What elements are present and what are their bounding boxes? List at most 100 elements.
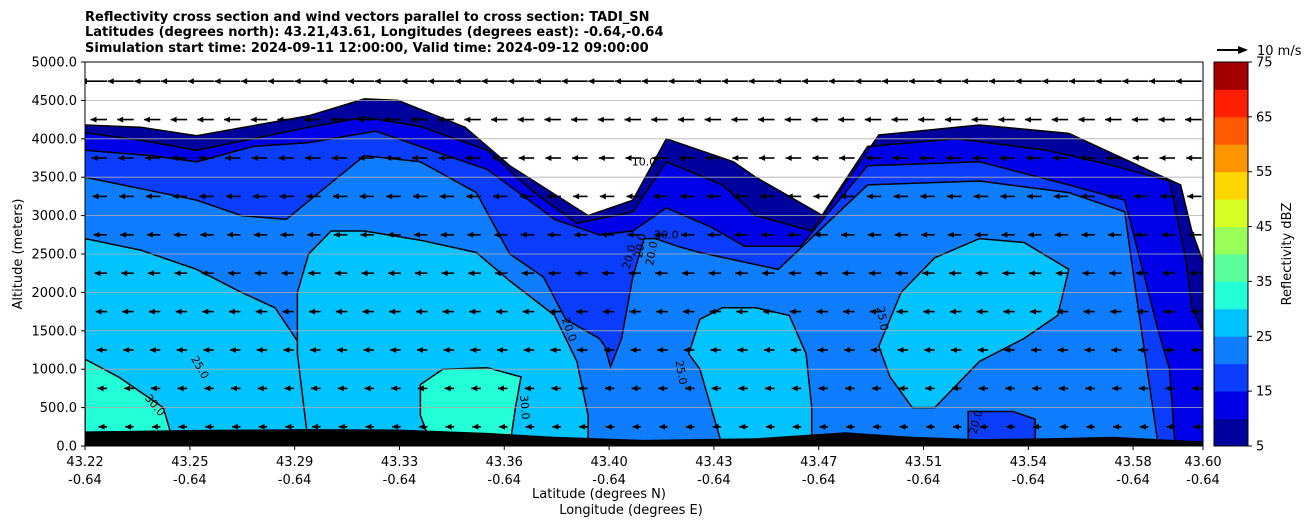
- wind-vector-head: [519, 193, 526, 200]
- x-tick-label-lon: -0.64: [278, 473, 312, 488]
- wind-vector-head: [758, 116, 764, 123]
- wind-vector-head: [677, 116, 684, 123]
- wind-vector-head: [1029, 270, 1035, 277]
- wind-vector-head: [518, 155, 525, 161]
- x-tick-label-lat: 43.43: [695, 455, 732, 470]
- wind-vector-head: [143, 116, 150, 123]
- wind-vector-head: [892, 155, 899, 161]
- wind-vector-head: [499, 423, 505, 430]
- wind-vector-head: [1051, 116, 1058, 123]
- wind-vector-head: [629, 308, 636, 315]
- wind-vector-head: [173, 231, 180, 238]
- wind-vector-head: [1004, 347, 1011, 353]
- y-tick-label: 0.0: [56, 440, 77, 455]
- wind-vector-head: [412, 193, 419, 200]
- wind-vector-head: [651, 116, 658, 123]
- terrain: [85, 429, 1203, 446]
- wind-vector-head: [358, 155, 365, 161]
- wind-vector-head: [765, 385, 771, 392]
- wind-vector-head: [147, 270, 154, 277]
- wind-vector-head: [1108, 231, 1115, 238]
- wind-vector-head: [1055, 270, 1062, 277]
- wind-vector-head: [390, 347, 397, 353]
- wind-vector-head: [679, 193, 686, 200]
- wind-vector-head: [363, 347, 370, 353]
- contour-labels: 10.020.020.020.020.020.025.0 25.025.030.0…: [142, 156, 986, 436]
- wind-vector-head: [816, 308, 823, 315]
- colorbar-segment: [1214, 171, 1248, 200]
- wind-vector-head: [709, 308, 716, 315]
- wind-vector-head: [1187, 193, 1194, 200]
- wind-vector-head: [304, 116, 311, 123]
- colorbar-tick-label: 35: [1256, 275, 1273, 290]
- x-tick-label-lon: -0.64: [68, 473, 102, 488]
- wind-vector-head: [632, 423, 639, 430]
- wind-vector-head: [865, 155, 872, 161]
- wind-vector-head: [508, 78, 515, 85]
- wind-vector-head: [979, 423, 986, 430]
- wind-vector-head: [925, 385, 932, 392]
- wind-vector-head: [335, 308, 342, 315]
- wind-vector-head: [389, 308, 396, 315]
- wind-vector-head: [360, 231, 367, 238]
- wind-vector-head: [198, 155, 205, 161]
- wind-vector-head: [282, 308, 289, 315]
- wind-vector-head: [359, 193, 366, 200]
- wind-vector-head: [721, 78, 728, 85]
- wind-vector-head: [120, 231, 127, 238]
- colorbar-tick-label: 25: [1256, 330, 1273, 345]
- wind-vector-head: [1025, 116, 1031, 123]
- wind-vector-head: [428, 78, 435, 85]
- wind-vector-head: [1105, 116, 1112, 123]
- wind-vector-head: [294, 78, 301, 85]
- wind-vector-head: [97, 385, 104, 392]
- wind-vector-head: [413, 231, 420, 238]
- x-tick-label-lon: -0.64: [487, 473, 521, 488]
- wind-vector-head: [172, 193, 179, 200]
- wind-vector-head: [1110, 308, 1117, 315]
- figure-title: Reflectivity cross section and wind vect…: [85, 10, 664, 56]
- wind-vector-head: [178, 423, 185, 430]
- wind-vector-head: [872, 423, 879, 430]
- wind-vector-head: [337, 385, 344, 392]
- wind-vector-head: [864, 116, 871, 123]
- reflectivity-fills: [85, 98, 1203, 446]
- wind-vector-head: [761, 231, 767, 238]
- wind-vector-head: [1131, 116, 1138, 123]
- wind-vector-head: [175, 308, 182, 315]
- wind-vector-head: [281, 270, 288, 277]
- wind-vector-head: [842, 270, 849, 277]
- wind-vector-head: [228, 270, 234, 277]
- wind-vector-head: [364, 385, 371, 392]
- x-tick-label-lon: -0.64: [1116, 473, 1150, 488]
- wind-vector-head: [893, 193, 900, 200]
- wind-vector-head: [656, 308, 663, 315]
- wind-vector-head: [784, 116, 791, 123]
- wind-vector-head: [897, 347, 904, 353]
- wind-vector-head: [391, 385, 398, 392]
- wind-vector-head: [659, 423, 666, 430]
- x-tick-label-lon: -0.64: [802, 473, 836, 488]
- wind-vector-head: [998, 116, 1005, 123]
- wind-vector-head: [357, 116, 364, 123]
- wind-vector-head: [285, 423, 292, 430]
- wind-vector-head: [711, 385, 718, 392]
- wind-vector-head: [348, 78, 354, 85]
- wind-vector-head: [1162, 270, 1169, 277]
- wind-vector-head: [1015, 78, 1022, 85]
- wind-vector-head: [658, 385, 665, 392]
- x-tick-label-lon: -0.64: [907, 473, 941, 488]
- wind-vector-head: [525, 423, 532, 430]
- contour-20-dbz: [85, 154, 1160, 446]
- wind-vector-head: [908, 78, 915, 85]
- wind-vector-head: [1032, 385, 1038, 392]
- wind-vector-head: [1175, 78, 1182, 85]
- wind-vector-head: [704, 116, 711, 123]
- colorbar-tick-label: 15: [1256, 385, 1273, 400]
- wind-vector-head: [1002, 270, 1009, 277]
- wind-vector-head: [257, 385, 264, 392]
- wind-vector-head: [813, 193, 820, 200]
- wind-vector-head: [630, 347, 637, 353]
- wind-vector-head: [440, 231, 447, 238]
- wind-vector-head: [790, 347, 797, 353]
